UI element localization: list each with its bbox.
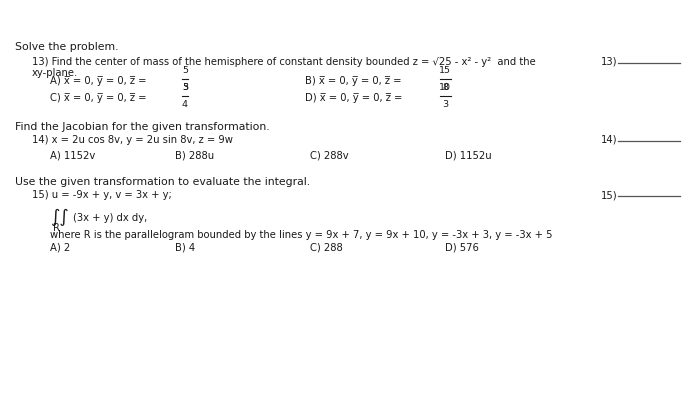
- Text: A) 1152v: A) 1152v: [50, 150, 95, 160]
- Text: 15) u = -9x + y, v = 3x + y;: 15) u = -9x + y, v = 3x + y;: [32, 190, 172, 200]
- Text: 13): 13): [601, 57, 617, 67]
- Text: 5: 5: [182, 83, 188, 92]
- Text: D) x̅ = 0, y̅ = 0, z̅ =: D) x̅ = 0, y̅ = 0, z̅ =: [305, 93, 405, 103]
- Text: 14): 14): [601, 135, 617, 145]
- Text: B) 288u: B) 288u: [175, 150, 214, 160]
- Text: Solve the problem.: Solve the problem.: [15, 42, 118, 52]
- Text: D) 1152u: D) 1152u: [445, 150, 491, 160]
- Text: 3: 3: [182, 83, 188, 92]
- Text: 15): 15): [601, 190, 617, 200]
- Text: A) x̅ = 0, y̅ = 0, z̅ =: A) x̅ = 0, y̅ = 0, z̅ =: [50, 76, 150, 86]
- Text: 8: 8: [442, 83, 448, 92]
- Text: C) x̅ = 0, y̅ = 0, z̅ =: C) x̅ = 0, y̅ = 0, z̅ =: [50, 93, 150, 103]
- Text: 3: 3: [442, 100, 448, 109]
- Text: ∫∫: ∫∫: [50, 208, 69, 226]
- Text: C) 288v: C) 288v: [310, 150, 349, 160]
- Text: A) 2: A) 2: [50, 243, 70, 253]
- Text: 14) x = 2u cos 8v, y = 2u sin 8v, z = 9w: 14) x = 2u cos 8v, y = 2u sin 8v, z = 9w: [32, 135, 233, 145]
- Text: R: R: [53, 223, 60, 233]
- Text: (3x + y) dx dy,: (3x + y) dx dy,: [73, 213, 147, 223]
- Text: Use the given transformation to evaluate the integral.: Use the given transformation to evaluate…: [15, 177, 310, 187]
- Text: 10: 10: [439, 83, 451, 92]
- Text: Find the Jacobian for the given transformation.: Find the Jacobian for the given transfor…: [15, 122, 270, 132]
- Text: C) 288: C) 288: [310, 243, 343, 253]
- Text: xy-plane.: xy-plane.: [32, 68, 78, 78]
- Text: B) 4: B) 4: [175, 243, 195, 253]
- Text: 4: 4: [182, 100, 188, 109]
- Text: 5: 5: [182, 66, 188, 75]
- Text: 15: 15: [439, 66, 451, 75]
- Text: 13) Find the center of mass of the hemisphere of constant density bounded z = √2: 13) Find the center of mass of the hemis…: [32, 57, 536, 67]
- Text: B) x̅ = 0, y̅ = 0, z̅ =: B) x̅ = 0, y̅ = 0, z̅ =: [305, 76, 405, 86]
- Text: D) 576: D) 576: [445, 243, 479, 253]
- Text: where R is the parallelogram bounded by the lines y = 9x + 7, y = 9x + 10, y = -: where R is the parallelogram bounded by …: [50, 230, 552, 240]
